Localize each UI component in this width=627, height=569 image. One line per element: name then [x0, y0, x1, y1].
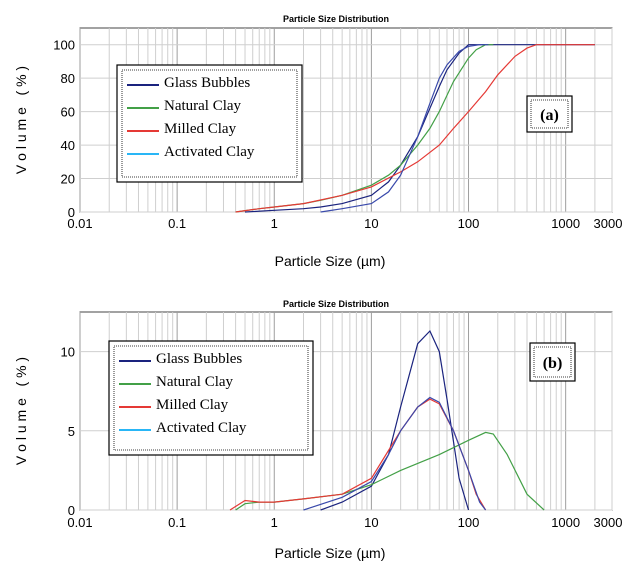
y-tick-label: 100 [53, 38, 75, 53]
legend: Glass Bubbles Natural Clay Milled Clay Acti… [116, 64, 303, 183]
x-tick-label: 1000 [551, 216, 580, 231]
y-tick-label: 60 [61, 105, 75, 120]
series-line-4 [320, 44, 489, 213]
panel-label: (a) [540, 107, 559, 124]
panel-label: (b) [543, 355, 563, 372]
legend-label: Natural Clay [156, 374, 234, 390]
y-tick-label: 5 [68, 424, 75, 439]
panel-a: Particle Size Distribution 0.01 0.1 1 10 100 1… [13, 14, 622, 269]
y-tick-label: 0 [68, 503, 75, 518]
legend-label: Natural Clay [164, 98, 242, 114]
y-tick-label: 80 [61, 71, 75, 86]
legend-label: Glass Bubbles [164, 75, 250, 91]
y-tick-label: 40 [61, 138, 75, 153]
x-axis-label: Particle Size (µm) [275, 545, 386, 561]
y-axis-label: V o l u m e ( % ) [13, 357, 29, 465]
x-tick-label: 100 [458, 216, 480, 231]
chart-title: Particle Size Distribution [283, 299, 389, 309]
panel-label-inner [533, 346, 572, 378]
panel-label-box [529, 342, 576, 382]
chart-title: Particle Size Distribution [283, 14, 389, 24]
x-tick-label: 10 [364, 515, 378, 530]
x-tick-label: 0.1 [168, 515, 186, 530]
legend: Glass Bubbles Natural Clay Milled Clay Acti… [108, 340, 314, 456]
panel-label-box [526, 95, 573, 133]
x-tick-label: 100 [458, 515, 480, 530]
x-tick-label: 3000 [594, 216, 623, 231]
y-tick-label: 0 [68, 205, 75, 220]
legend-label: Glass Bubbles [156, 351, 242, 367]
x-tick-label: 10 [364, 216, 378, 231]
x-tick-label: 1 [271, 216, 278, 231]
y-axis-label: V o l u m e ( % ) [13, 66, 29, 174]
legend-label: Activated Clay [164, 144, 255, 160]
legend-inner-border [113, 345, 309, 451]
x-tick-label: 0.1 [168, 216, 186, 231]
x-tick-label: 3000 [594, 515, 623, 530]
x-tick-label: 1 [271, 515, 278, 530]
legend-label: Activated Clay [156, 420, 247, 436]
y-tick-label: 10 [61, 345, 75, 360]
y-tick-label: 20 [61, 172, 75, 187]
series-line-2 [235, 44, 595, 213]
series-line-4 [303, 396, 487, 511]
legend-inner-border [121, 69, 298, 178]
legend-label: Milled Clay [156, 397, 229, 413]
panel-label-inner [530, 99, 569, 129]
x-tick-label: 1000 [551, 515, 580, 530]
x-axis-label: Particle Size (µm) [275, 253, 386, 269]
x-tick-label: 0.01 [67, 216, 92, 231]
x-tick-label: 0.01 [67, 515, 92, 530]
legend-label: Milled Clay [164, 121, 237, 137]
